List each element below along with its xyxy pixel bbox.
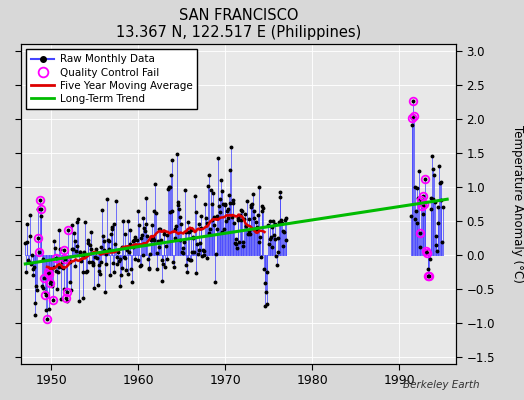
Y-axis label: Temperature Anomaly (°C): Temperature Anomaly (°C): [511, 125, 524, 283]
Title: SAN FRANCISCO
13.367 N, 122.517 E (Philippines): SAN FRANCISCO 13.367 N, 122.517 E (Phili…: [116, 8, 361, 40]
Legend: Raw Monthly Data, Quality Control Fail, Five Year Moving Average, Long-Term Tren: Raw Monthly Data, Quality Control Fail, …: [26, 49, 198, 109]
Text: Berkeley Earth: Berkeley Earth: [403, 380, 479, 390]
